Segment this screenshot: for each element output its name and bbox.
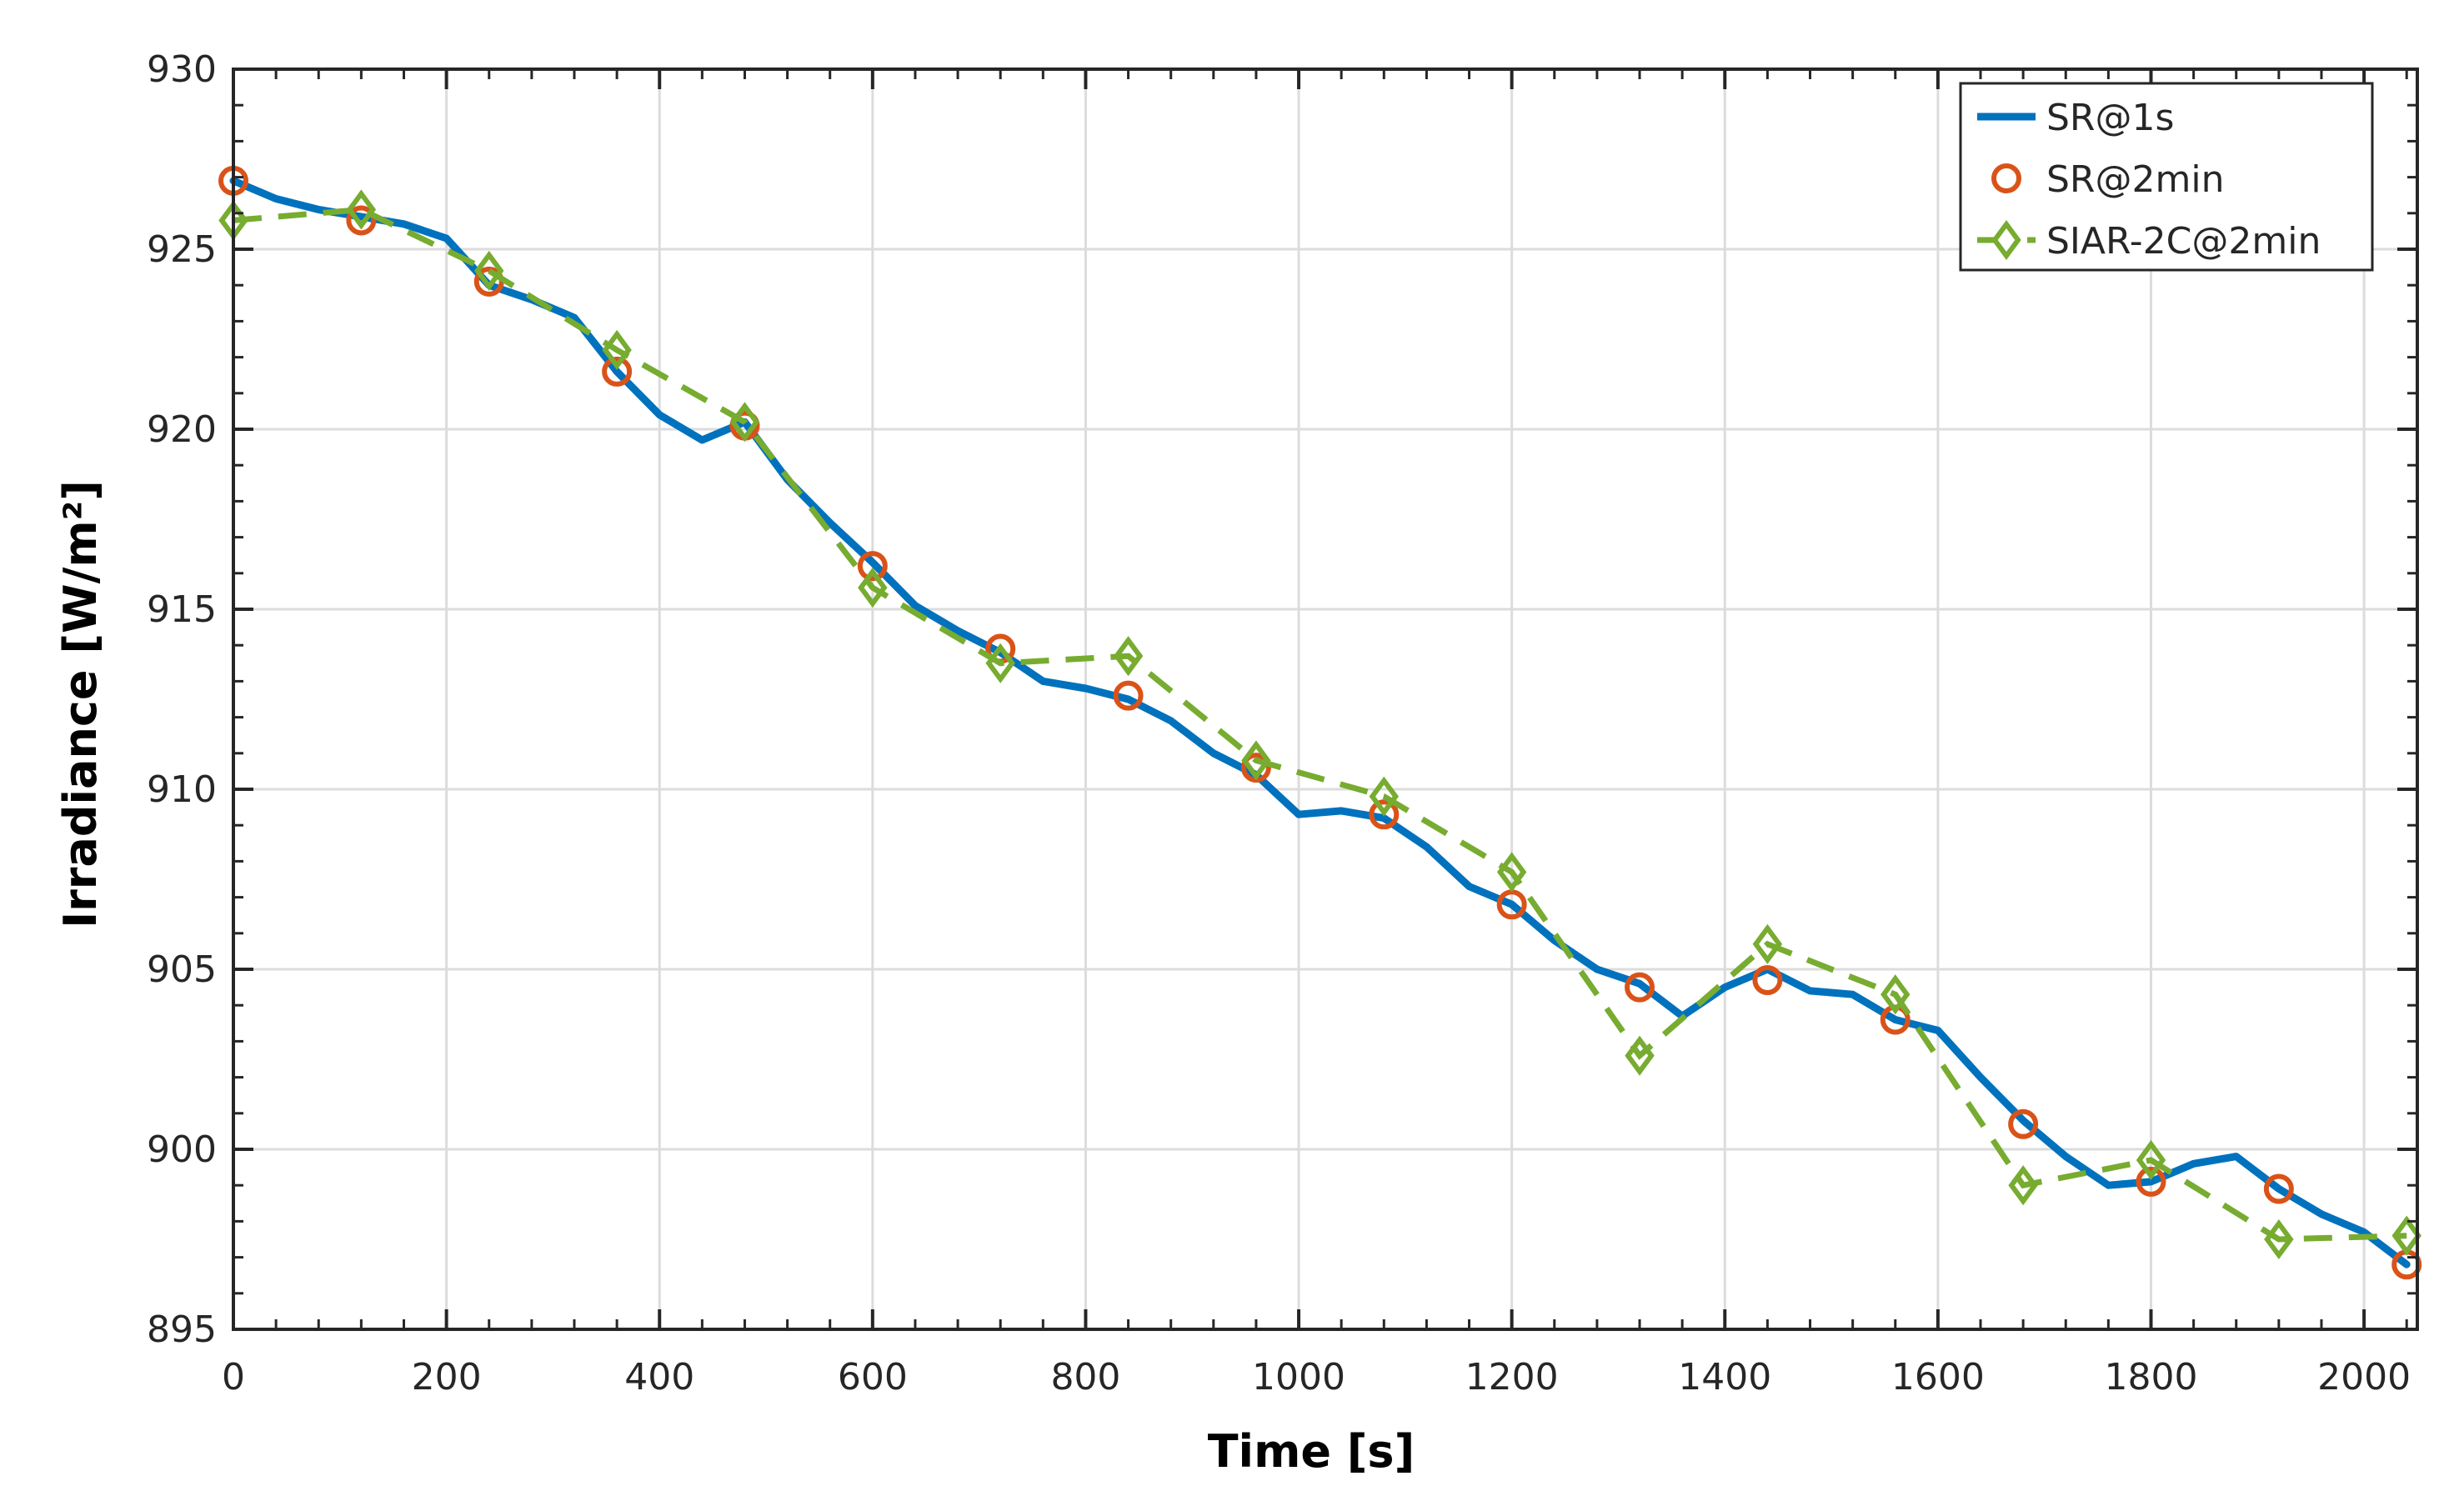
x-tick-label: 400: [624, 1356, 694, 1398]
series-siar-2c-2min-marker: [602, 329, 632, 371]
series-siar-2c-2min-line: [233, 206, 2407, 1243]
series-sr-2min-marker: [602, 356, 633, 387]
legend: SR@1s SR@2min SIAR-2C@2min: [1959, 82, 2374, 272]
series-sr-2min-marker: [1369, 799, 1400, 830]
series-siar-2c-2min-marker: [2264, 1218, 2294, 1260]
x-tick-label: 1400: [1678, 1356, 1771, 1398]
y-axis-title: Irradiance [W/m²]: [54, 480, 107, 928]
series-siar-2c-2min-marker: [985, 643, 1015, 683]
x-tick-label: 600: [838, 1356, 908, 1398]
series-siar-2c-2min-marker: [1881, 974, 1911, 1015]
series-sr-2min-marker: [346, 205, 377, 236]
series-siar-2c-2min-marker: [1752, 923, 1783, 964]
series-sr-1s-line: [229, 177, 2411, 1268]
x-axis-title: Time [s]: [1208, 1425, 1415, 1478]
series-siar-2c-2min-marker: [858, 568, 888, 608]
series-siar-2c-2min-marker: [1496, 852, 1527, 893]
series-sr-2min-marker: [1752, 964, 1783, 995]
y-tick-label: 895: [147, 1308, 217, 1351]
axes-frame: [232, 68, 2419, 1331]
x-tick-label: 200: [412, 1356, 482, 1398]
x-tick-label: 800: [1050, 1356, 1120, 1398]
series-siar-2c-2min-marker: [2136, 1139, 2166, 1181]
axes: [232, 68, 2419, 1331]
y-tick-label: 925: [147, 228, 217, 271]
y-tick-label: 915: [147, 588, 217, 631]
y-tick-label: 910: [147, 768, 217, 811]
series-sr-2min-marker: [857, 551, 888, 582]
series-siar-2c-2min-marker: [1241, 740, 1271, 781]
legend-swatch-siar-marker: [1991, 219, 2021, 261]
series-siar-2c-2min-marker: [729, 402, 760, 443]
x-tick-label: 1000: [1252, 1356, 1345, 1398]
legend-entries: SR@1s SR@2min SIAR-2C@2min: [1977, 97, 2321, 263]
series-sr-2min-marker: [2263, 1173, 2294, 1204]
x-tick-label: 1200: [1465, 1356, 1559, 1398]
legend-label: SR@2min: [2046, 158, 2224, 201]
series-sr-2min-marker: [1113, 680, 1144, 711]
series-sr-2min-marker: [2136, 1166, 2166, 1197]
x-tick-label: 2000: [2317, 1356, 2411, 1398]
y-tick-label: 930: [147, 48, 217, 91]
x-tick-label: 1800: [2104, 1356, 2197, 1398]
series-siar-2c-2min-marker: [1625, 1035, 1655, 1076]
series-sr-2min-marker: [2008, 1108, 2039, 1139]
series-siar-2c-2min-marker: [2391, 1215, 2421, 1256]
series-siar-2c-2min-marker: [1369, 776, 1400, 817]
series-siar-2c-2min-marker: [346, 189, 377, 230]
plot-area: [218, 165, 2422, 1280]
y-tick-label: 900: [147, 1128, 217, 1171]
legend-swatch-sr-2min: [1991, 163, 2021, 193]
series-sr-2min-marker: [1625, 972, 1655, 1003]
x-tick-label: 0: [222, 1356, 245, 1398]
series-siar-2c-2min-marker: [1113, 636, 1144, 677]
legend-label: SIAR-2C@2min: [2046, 220, 2321, 263]
x-tick-label: 1600: [1891, 1356, 1985, 1398]
series-siar-2c-2min-marker: [474, 250, 504, 291]
y-tick-label: 920: [147, 408, 217, 451]
legend-label: SR@1s: [2046, 97, 2174, 139]
tick-labels: 0 200 400 600 800 1000 1200 1400 1600 1800 2000 895…: [147, 48, 2411, 1398]
y-tick-label: 905: [147, 948, 217, 991]
series-siar-2c-2min-marker: [2008, 1165, 2038, 1206]
